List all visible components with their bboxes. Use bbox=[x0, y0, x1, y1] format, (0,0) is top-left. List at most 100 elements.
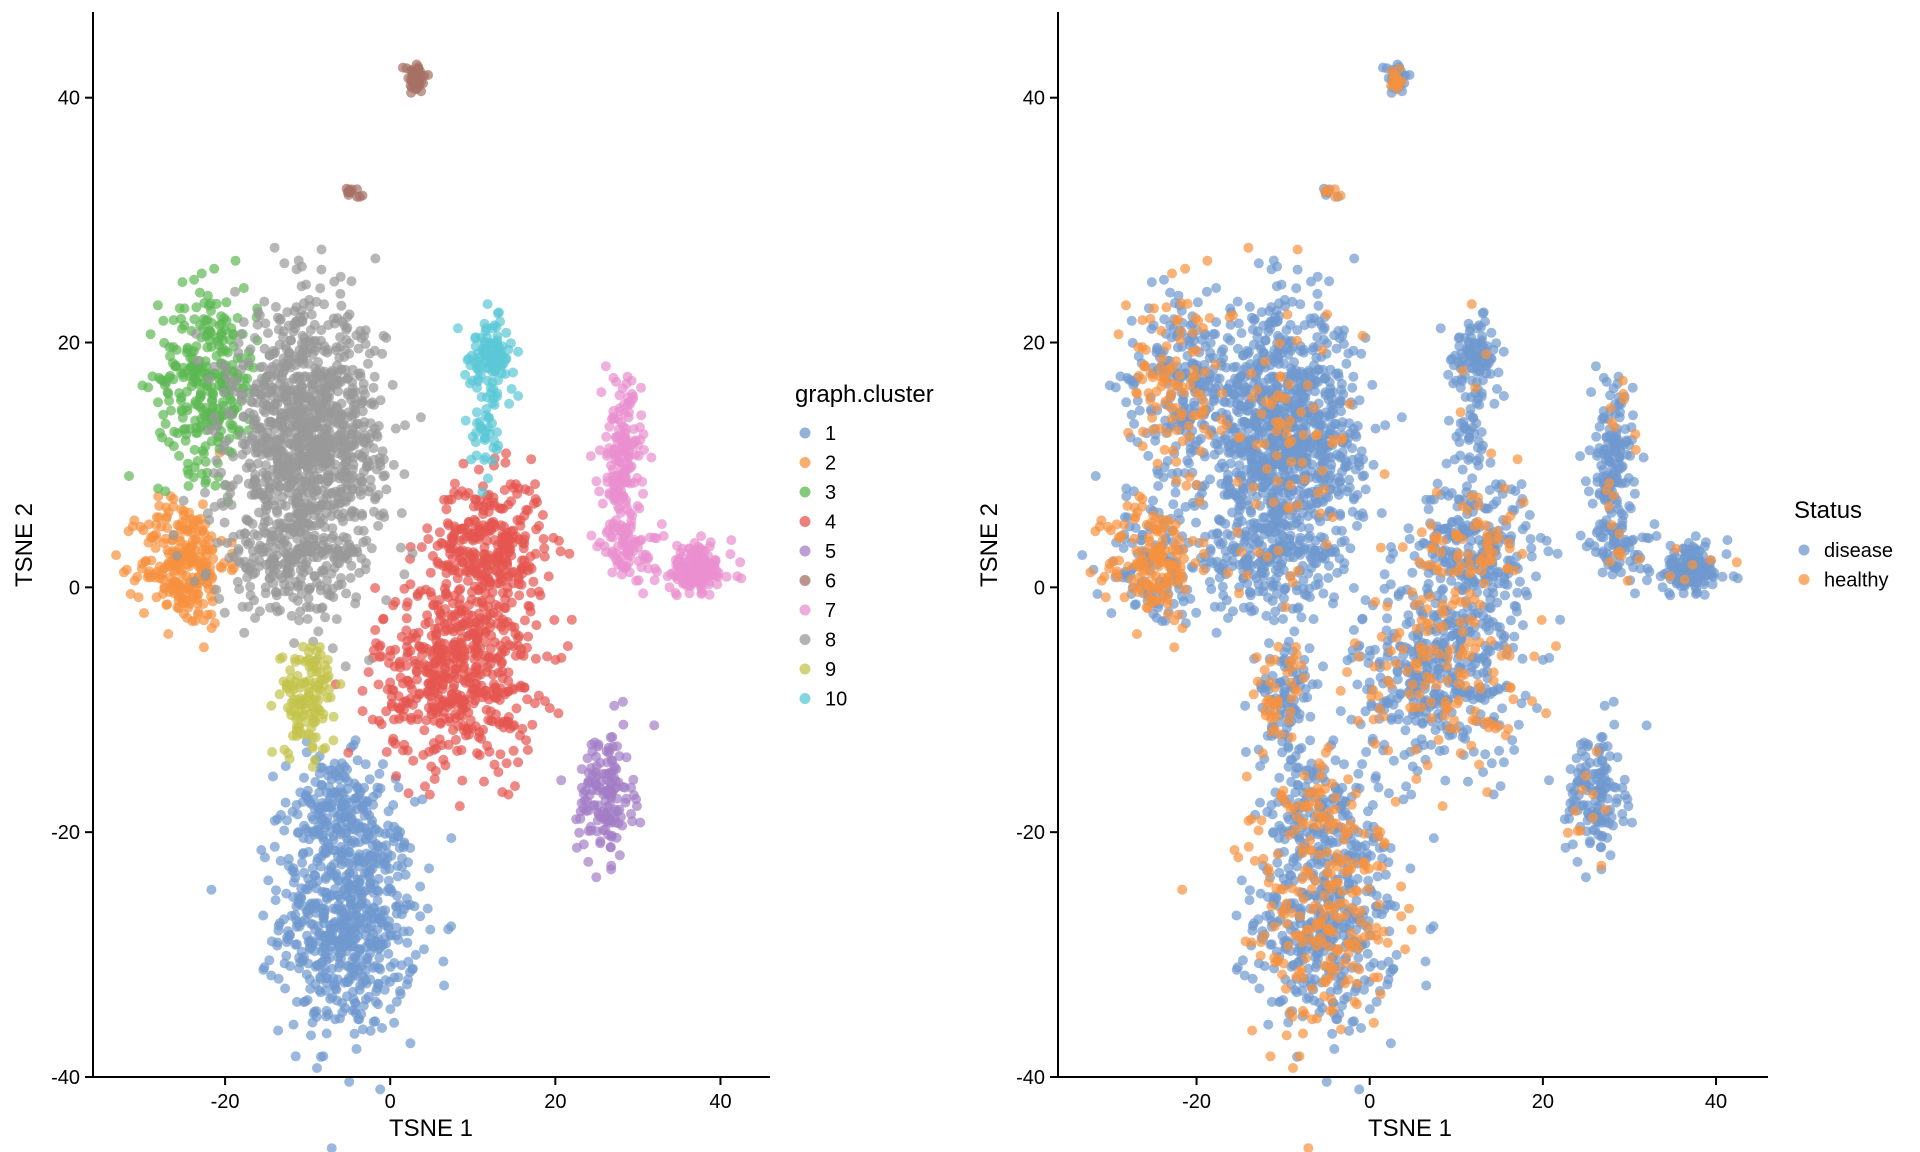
cluster-point bbox=[470, 332, 481, 343]
cluster-point bbox=[514, 590, 525, 601]
cluster-point bbox=[474, 750, 485, 761]
cluster-point bbox=[611, 432, 622, 443]
cluster-point bbox=[167, 577, 178, 588]
cluster-point bbox=[482, 740, 493, 751]
cluster-point bbox=[369, 454, 380, 465]
status-point bbox=[1372, 871, 1383, 882]
cluster-point bbox=[520, 484, 531, 495]
cluster-point bbox=[381, 706, 392, 717]
cluster-point bbox=[377, 1023, 387, 1033]
cluster-point bbox=[373, 978, 384, 989]
cluster-point bbox=[318, 709, 329, 720]
cluster-point bbox=[322, 438, 333, 449]
cluster-point bbox=[432, 676, 443, 687]
cluster-point bbox=[617, 696, 628, 707]
cluster-point bbox=[329, 499, 340, 509]
cluster-point bbox=[612, 793, 622, 804]
cluster-point bbox=[306, 1030, 316, 1041]
cluster-point bbox=[238, 283, 249, 293]
cluster-point bbox=[522, 745, 533, 755]
cluster-point bbox=[292, 996, 302, 1007]
cluster-point bbox=[725, 549, 736, 560]
cluster-point bbox=[248, 387, 259, 398]
cluster-point bbox=[528, 576, 539, 587]
legend-key bbox=[799, 634, 811, 645]
status-point bbox=[1309, 974, 1320, 985]
cluster-point bbox=[269, 242, 280, 253]
cluster-point bbox=[355, 472, 366, 483]
cluster-point bbox=[350, 735, 361, 746]
cluster-point bbox=[430, 623, 441, 634]
cluster-point bbox=[331, 345, 342, 356]
status-point bbox=[1286, 870, 1297, 881]
cluster-point bbox=[332, 974, 343, 985]
cluster-point bbox=[608, 414, 619, 424]
cluster-point bbox=[192, 456, 203, 466]
cluster-point bbox=[214, 593, 225, 604]
cluster-point bbox=[282, 541, 293, 551]
cluster-point bbox=[289, 638, 300, 649]
cluster-point bbox=[285, 553, 296, 564]
cluster-point bbox=[606, 769, 616, 780]
cluster-point bbox=[315, 585, 326, 596]
cluster-point bbox=[415, 881, 426, 892]
cluster-point bbox=[357, 706, 368, 717]
cluster-point bbox=[636, 410, 647, 421]
cluster-point bbox=[385, 645, 396, 656]
cluster-point bbox=[508, 525, 519, 536]
status-point bbox=[1255, 797, 1265, 808]
cluster-point bbox=[319, 848, 330, 859]
cluster-point bbox=[490, 709, 501, 720]
cluster-point bbox=[317, 744, 328, 755]
cluster-point bbox=[212, 537, 223, 548]
cluster-point bbox=[341, 890, 352, 901]
cluster-point bbox=[482, 375, 493, 386]
cluster-point bbox=[506, 597, 517, 608]
cluster-point bbox=[352, 781, 363, 792]
cluster-point bbox=[601, 450, 612, 461]
cluster-point bbox=[501, 327, 512, 338]
cluster-point bbox=[319, 906, 330, 917]
cluster-point bbox=[383, 820, 394, 831]
cluster-point bbox=[373, 421, 384, 431]
cluster-point bbox=[337, 997, 348, 1008]
cluster-point bbox=[726, 535, 737, 546]
cluster-point bbox=[489, 436, 500, 447]
cluster-point bbox=[508, 745, 519, 756]
cluster-point bbox=[322, 430, 332, 440]
cluster-point bbox=[283, 459, 294, 470]
cluster-point bbox=[353, 818, 364, 829]
cluster-point bbox=[357, 190, 368, 201]
cluster-point bbox=[145, 329, 156, 340]
cluster-point bbox=[619, 459, 630, 470]
cluster-point bbox=[433, 558, 444, 569]
cluster-point bbox=[314, 368, 324, 379]
cluster-point bbox=[277, 652, 288, 663]
cluster-point bbox=[449, 478, 460, 489]
cluster-point bbox=[344, 348, 355, 359]
cluster-point bbox=[601, 547, 611, 558]
cluster-point bbox=[497, 350, 507, 361]
cluster-point bbox=[344, 868, 355, 879]
cluster-point bbox=[239, 627, 250, 638]
cluster-point bbox=[425, 567, 436, 578]
cluster-point bbox=[441, 504, 452, 515]
cluster-point bbox=[316, 815, 327, 826]
cluster-point bbox=[281, 426, 292, 436]
cluster-point bbox=[300, 996, 311, 1007]
cluster-point bbox=[358, 1000, 369, 1011]
cluster-point bbox=[442, 701, 453, 712]
cluster-point bbox=[238, 411, 249, 422]
cluster-point bbox=[171, 550, 182, 561]
cluster-point bbox=[342, 764, 353, 775]
cluster-point bbox=[328, 313, 339, 324]
cluster-point bbox=[316, 244, 327, 255]
cluster-point bbox=[298, 358, 309, 369]
cluster-point bbox=[373, 999, 383, 1010]
cluster-point bbox=[285, 961, 296, 972]
legend-label: 3 bbox=[825, 482, 836, 504]
cluster-point bbox=[452, 646, 463, 657]
cluster-point bbox=[319, 522, 330, 533]
cluster-point bbox=[393, 934, 404, 945]
